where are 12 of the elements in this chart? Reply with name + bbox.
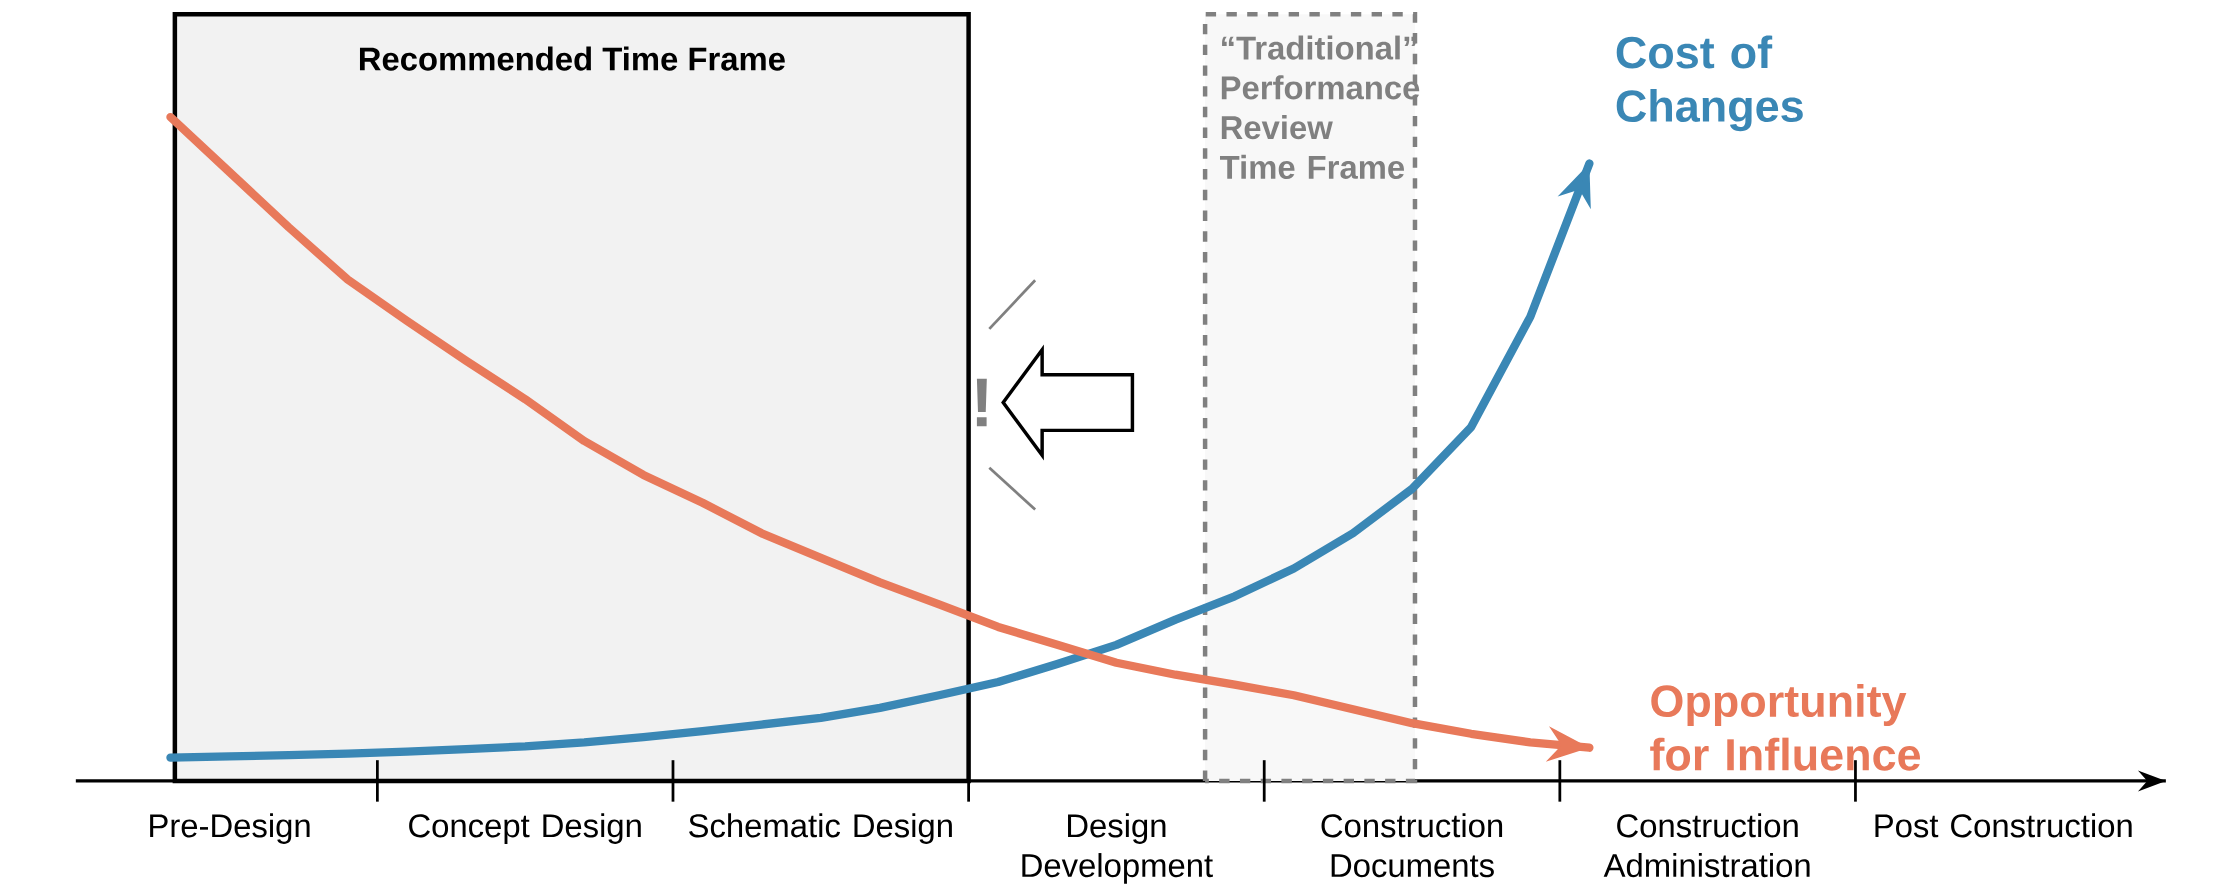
annotation: ! <box>976 378 987 427</box>
x-tick-label: Construction Documents <box>1321 813 1503 878</box>
x-tick-label: Concept Design <box>409 813 641 844</box>
text: Recommended Time Frame <box>359 46 785 71</box>
legend-label: Opportunity for Influence <box>1650 684 1921 771</box>
x-tick-label: Pre-Design <box>150 813 310 844</box>
x-tick-label: Schematic Design <box>689 813 952 844</box>
x-tick-label: Design Development <box>1022 813 1213 884</box>
x-tick-label: Construction Administration <box>1603 813 1810 878</box>
x-tick-label: Post Construction <box>1875 813 2132 838</box>
series-label: Cost of Changes <box>1616 35 1803 132</box>
annotation: “Traditional” Performance Review Time Frame <box>1219 35 1420 179</box>
